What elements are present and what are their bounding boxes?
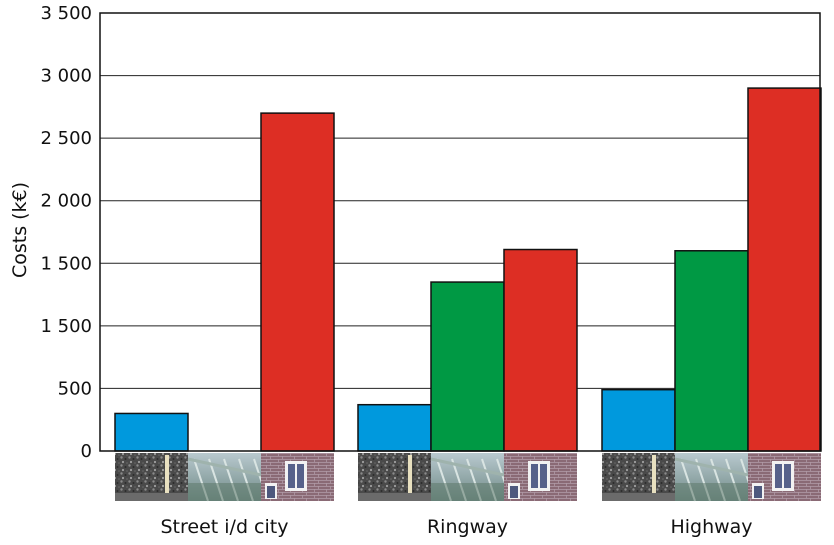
- x-category-label: Street i/d city: [161, 516, 289, 538]
- y-tick-label: 3 000: [40, 66, 92, 87]
- y-tick-label: 1 500: [40, 316, 92, 337]
- y-tick-label: 3 500: [40, 3, 92, 24]
- glass-barrier-thumbnail: [430, 453, 512, 502]
- bar: [260, 112, 335, 452]
- y-tick-label: 1 500: [40, 253, 92, 274]
- bars: [114, 87, 822, 452]
- gravel-wall-thumbnail: [115, 453, 188, 501]
- y-axis-title: Costs (k€): [9, 182, 31, 278]
- bar: [430, 281, 505, 452]
- bar: [503, 248, 578, 452]
- category-thumbnails: [115, 453, 821, 502]
- glass-barrier-thumbnail: [187, 453, 269, 502]
- building-window-thumbnail: [504, 453, 577, 501]
- building-window-thumbnail: [748, 453, 821, 501]
- y-tick-label: 2 000: [40, 191, 92, 212]
- building-window-thumbnail: [261, 453, 334, 501]
- y-tick-label: 500: [58, 378, 92, 399]
- bar: [114, 412, 189, 452]
- axes: [99, 12, 821, 452]
- gravel-wall-thumbnail: [358, 453, 431, 501]
- y-tick-label: 2 500: [40, 128, 92, 149]
- bar: [601, 388, 676, 452]
- plot-frame: [99, 12, 821, 452]
- bar: [674, 250, 749, 452]
- x-category-label: Highway: [670, 516, 752, 538]
- x-category-label: Ringway: [427, 516, 508, 538]
- x-category-labels: Street i/d city Ringway Highway: [161, 516, 753, 538]
- bar: [357, 403, 432, 452]
- y-tick-labels: 0 500 1 500 1 500 2 000 2 500 3 000 3 500: [40, 3, 92, 462]
- bar: [747, 87, 822, 452]
- y-tick-label: 0: [81, 441, 92, 462]
- gravel-wall-thumbnail: [602, 453, 675, 501]
- glass-barrier-thumbnail: [674, 453, 756, 502]
